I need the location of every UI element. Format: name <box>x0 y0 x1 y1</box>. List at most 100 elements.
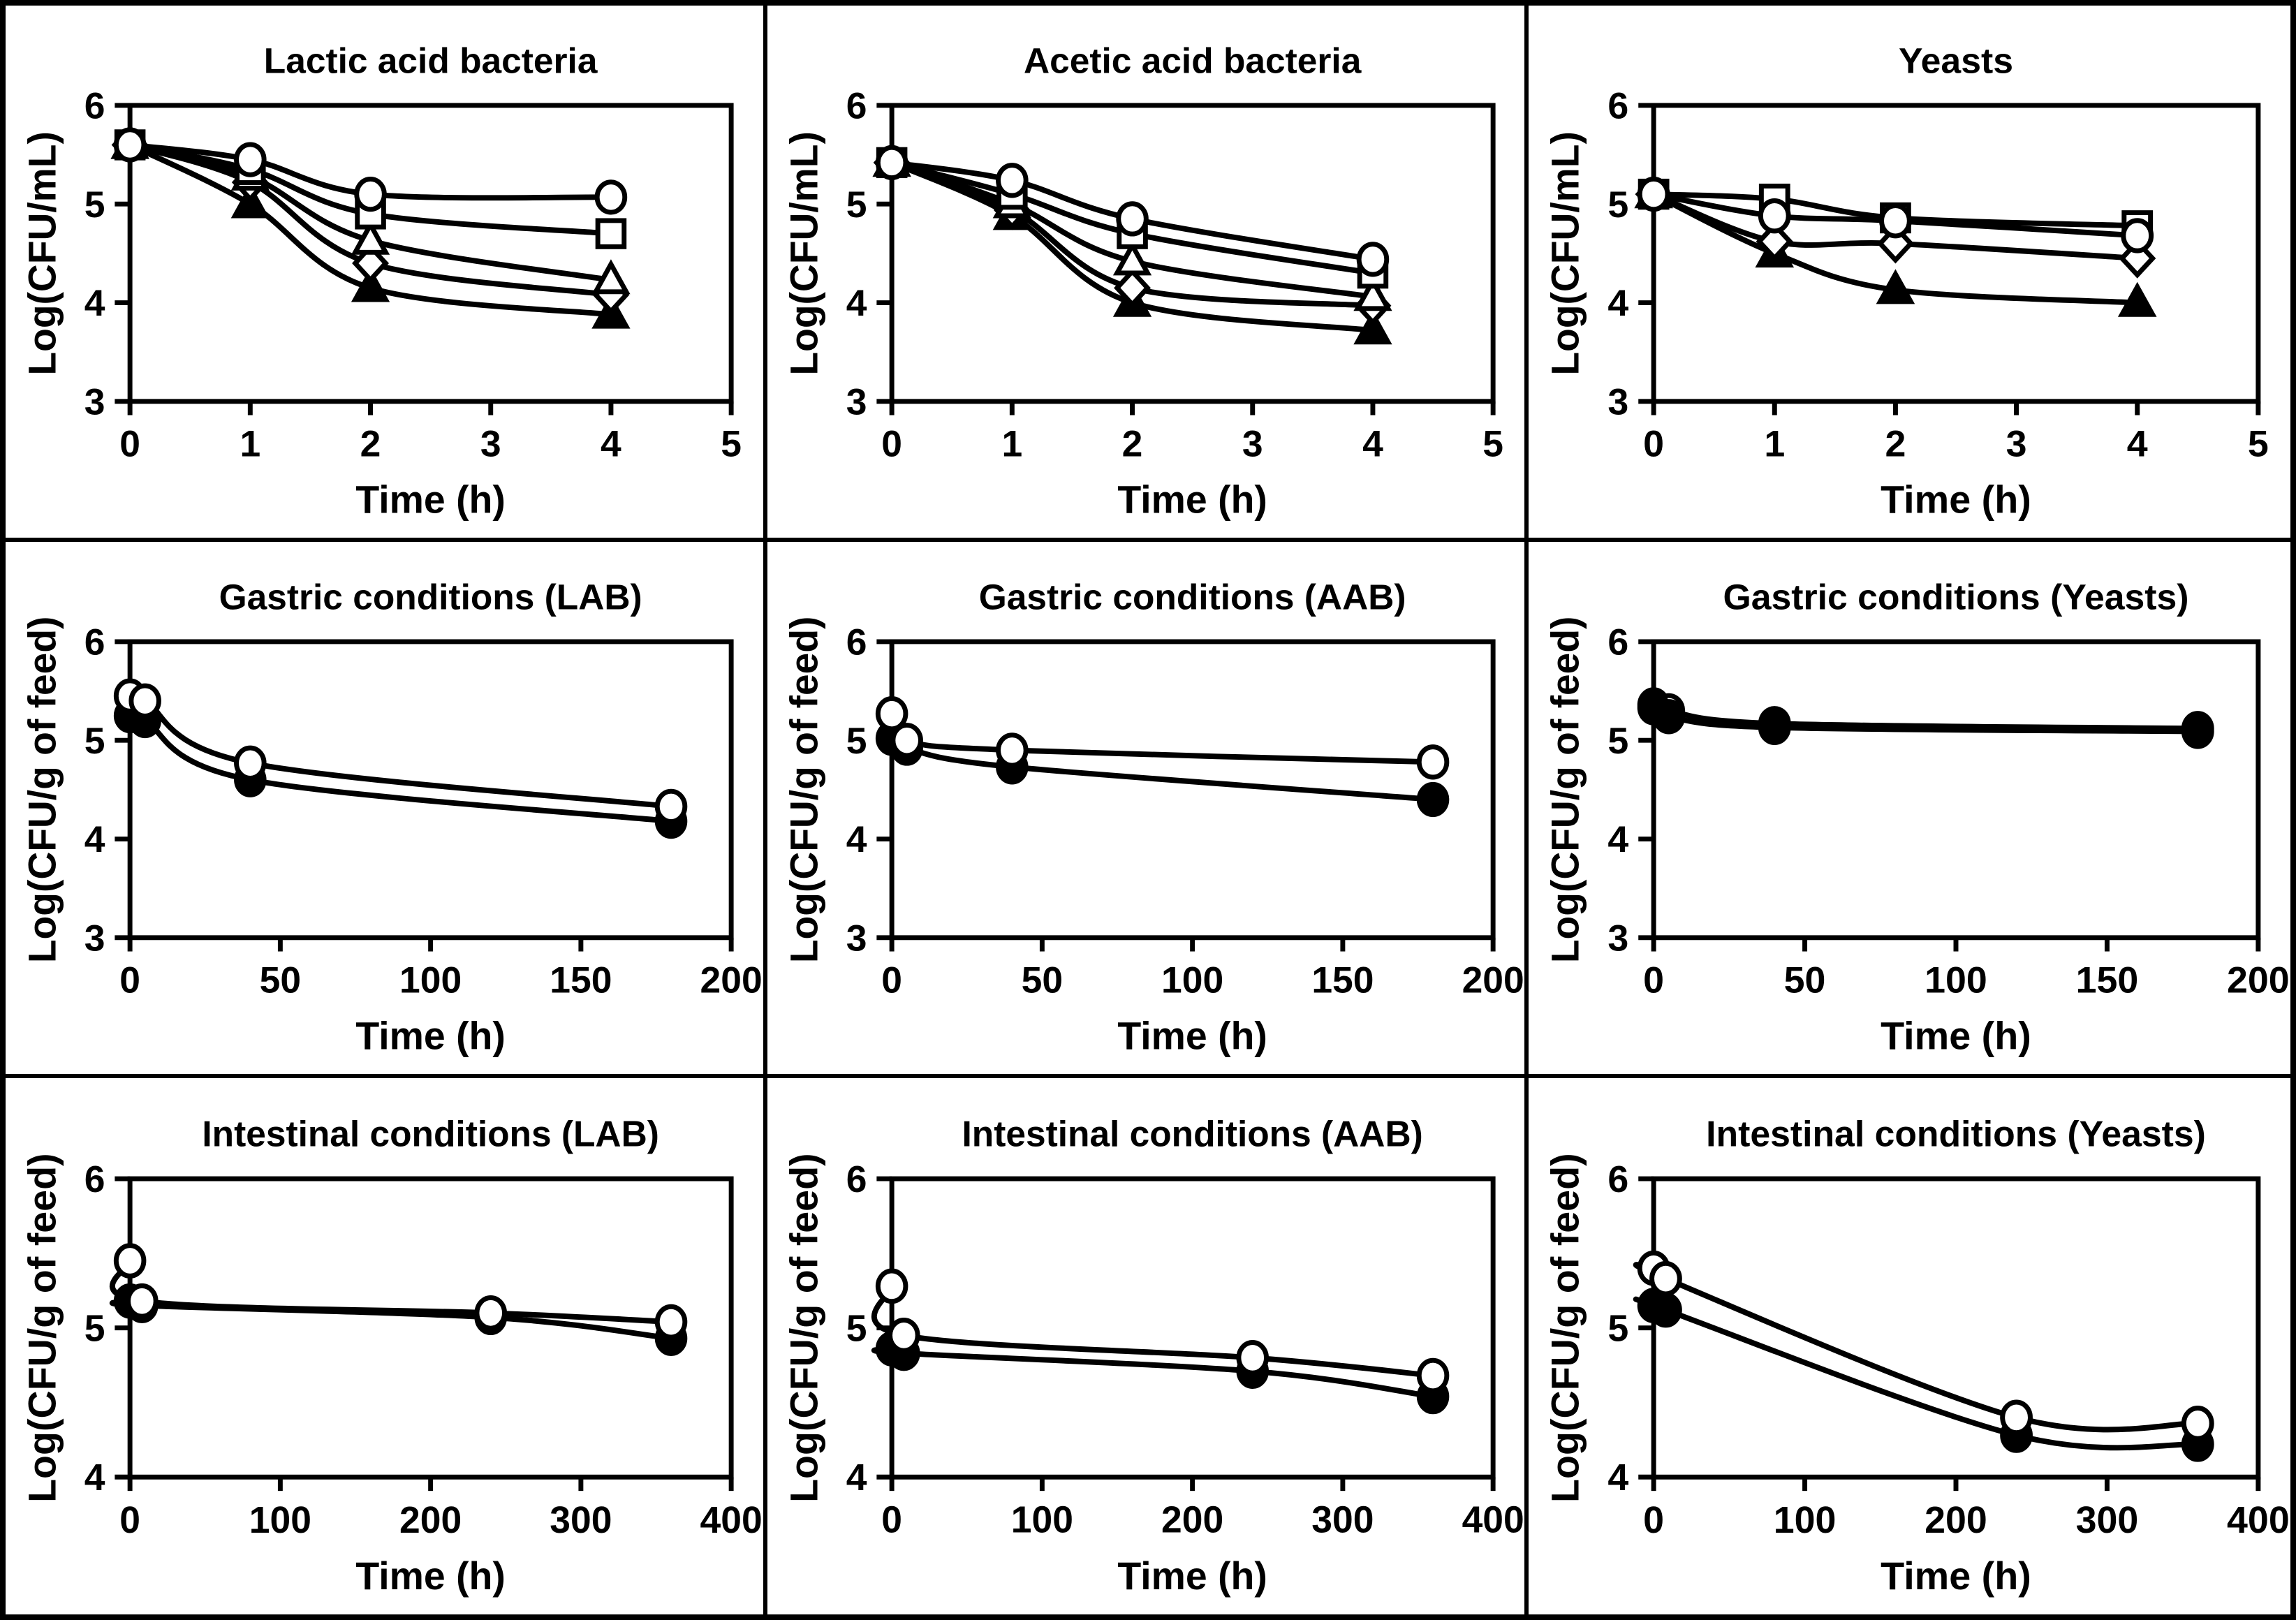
series-line <box>1633 1262 2198 1433</box>
series-open-circle <box>1638 176 2154 253</box>
plot-frame <box>127 103 734 404</box>
x-tick-label: 150 <box>1311 960 1374 1001</box>
circle-open-marker <box>234 142 267 177</box>
x-tick-label: 4 <box>1362 424 1383 465</box>
y-tick-label: 6 <box>1608 1158 1629 1200</box>
plot-frame <box>1651 1176 2261 1480</box>
x-tick-label: 2 <box>1121 424 1142 465</box>
y-tick-label: 4 <box>846 283 867 324</box>
y-tick-label: 5 <box>84 1308 105 1349</box>
x-tick-label: 300 <box>1311 1500 1374 1541</box>
chart-title: Acetic acid bacteria <box>1024 41 1362 81</box>
y-tick-label: 4 <box>84 819 105 860</box>
circle-filled-marker <box>1652 699 1686 735</box>
circle-open-marker <box>354 176 387 212</box>
chart-acetic-acid-bacteria: Acetic acid bacteria 0 1 2 3 4 5 3 4 5 6 Time (h) Lo… <box>782 41 1503 522</box>
series-line <box>871 1285 1434 1378</box>
x-tick-label: 0 <box>119 424 140 465</box>
chart-intestinal-conditions-aab: Intestinal conditions (AAB) 0 100 200 300 400… <box>782 1113 1524 1598</box>
y-axis-label: Log(CFU/g of feed) <box>20 1153 64 1503</box>
y-tick-label: 3 <box>1608 918 1629 959</box>
circle-open-marker <box>654 788 688 825</box>
y-axis-label: Log(CFU/g of feed) <box>782 617 825 964</box>
y-tick-label: 6 <box>84 86 105 127</box>
y-tick-label: 3 <box>1608 382 1629 423</box>
plot-frame <box>1651 103 2261 404</box>
series-open-circle <box>871 1268 1449 1394</box>
x-tick-label: 0 <box>1644 1499 1665 1541</box>
x-tick-label: 3 <box>480 424 501 465</box>
plot-frame <box>889 639 1496 941</box>
x-tick-label: 2 <box>1885 424 1906 465</box>
circle-filled-marker <box>2181 714 2215 749</box>
circle-open-marker <box>1879 203 1913 239</box>
x-tick-label: 5 <box>2248 424 2269 465</box>
chart-panel-5: Gastric conditions (AAB) 0 50 100 150 200 3 4 5 6… <box>767 542 1529 1078</box>
chart-gastric-conditions-yeasts: Gastric conditions (Yeasts) 0 50 100 150 200 3… <box>1544 577 2290 1058</box>
chart-panel-3: Yeasts 0 1 2 3 4 5 3 4 5 6 Time (h) Log(CFU/mL) <box>1529 6 2290 542</box>
diamond-marker <box>1756 221 1794 262</box>
y-tick-label: 4 <box>84 283 105 324</box>
chart-title: Gastric conditions (Yeasts) <box>1723 577 2189 617</box>
series-line <box>127 712 672 825</box>
circle-open-marker <box>2000 1399 2033 1436</box>
circle-open-marker <box>995 732 1029 768</box>
y-tick-label: 5 <box>846 1308 867 1349</box>
circle-open-marker <box>1236 1340 1269 1376</box>
circle-open-marker <box>1649 1260 1683 1297</box>
chart-title: Intestinal conditions (Yeasts) <box>1706 1113 2206 1154</box>
x-tick-label: 50 <box>1784 960 1826 1001</box>
circle-open-marker <box>594 179 628 215</box>
circle-open-marker <box>474 1295 507 1331</box>
circle-open-marker <box>2121 218 2154 253</box>
y-tick-label: 5 <box>846 184 867 226</box>
x-axis-label: Time (h) <box>1881 478 2032 522</box>
triangle-open-marker <box>591 259 631 295</box>
series-open-circle <box>875 145 1389 277</box>
x-tick-label: 200 <box>1925 1499 1988 1541</box>
chart-title: Lactic acid bacteria <box>264 41 598 81</box>
y-tick-label: 6 <box>846 1159 867 1200</box>
triangle-open-marker <box>351 219 390 255</box>
series-line <box>127 691 672 809</box>
series-open-circle <box>109 1243 688 1340</box>
circle-open-marker <box>1758 198 1791 234</box>
y-axis-label: Log(CFU/mL) <box>782 131 825 375</box>
y-tick-label: 4 <box>1608 1457 1629 1498</box>
circle-filled-marker <box>1758 709 1791 745</box>
y-axis-label: Log(CFU/g of feed) <box>1544 617 1587 964</box>
circle-filled-marker <box>1416 781 1449 818</box>
series-line <box>888 712 1433 765</box>
y-axis-label: Log(CFU/g of feed) <box>782 1153 825 1503</box>
x-tick-label: 1 <box>1765 424 1786 465</box>
triangle-open-marker <box>1112 240 1151 276</box>
x-tick-label: 200 <box>700 960 763 1001</box>
x-axis-label: Time (h) <box>1117 478 1267 522</box>
triangle-filled-marker <box>2118 281 2157 317</box>
circle-filled-marker <box>1649 1292 1683 1328</box>
chart-gastric-conditions-aab: Gastric conditions (AAB) 0 50 100 150 200 3 4 5 6… <box>782 577 1524 1058</box>
circle-open-marker <box>887 1318 920 1353</box>
y-tick-label: 4 <box>846 1457 867 1498</box>
y-tick-label: 3 <box>846 382 867 423</box>
x-tick-label: 0 <box>1644 424 1665 465</box>
x-tick-label: 100 <box>1010 1500 1073 1541</box>
y-tick-label: 3 <box>84 918 105 959</box>
x-tick-label: 0 <box>881 1500 902 1541</box>
diamond-marker <box>352 243 390 284</box>
x-tick-label: 100 <box>399 960 462 1001</box>
x-tick-label: 5 <box>1482 424 1503 465</box>
series-filled-circle <box>871 1331 1449 1415</box>
chart-gastric-conditions-lab: Gastric conditions (LAB) 0 50 100 150 200 3 4 5 6… <box>20 577 763 1058</box>
x-tick-label: 3 <box>2006 424 2027 465</box>
x-tick-label: 400 <box>700 1500 763 1541</box>
x-axis-label: Time (h) <box>1881 1554 2032 1598</box>
chart-title: Gastric conditions (AAB) <box>978 577 1406 617</box>
circle-open-marker <box>2181 1406 2215 1441</box>
diamond-marker <box>1113 267 1151 309</box>
y-tick-label: 4 <box>1608 819 1629 860</box>
y-tick-label: 5 <box>846 721 867 762</box>
y-axis-label: Log(CFU/mL) <box>20 131 64 375</box>
series-filled-circle <box>113 698 688 839</box>
